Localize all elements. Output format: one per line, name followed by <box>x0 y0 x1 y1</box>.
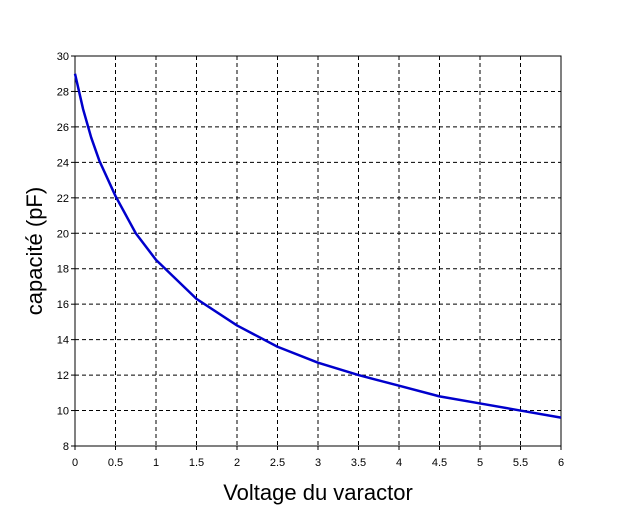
y-tick-label: 20 <box>57 228 69 240</box>
x-tick-label: 1.5 <box>189 457 204 469</box>
x-tick-label: 5.5 <box>513 457 528 469</box>
y-tick-label: 24 <box>57 157 69 169</box>
y-tick-label: 30 <box>57 51 69 63</box>
x-tick-label: 6 <box>558 457 564 469</box>
x-tick-label: 2.5 <box>270 457 285 469</box>
y-tick-label: 16 <box>57 299 69 311</box>
x-tick-label: 4.5 <box>432 457 447 469</box>
y-tick-label: 18 <box>57 264 69 276</box>
x-tick-label: 0.5 <box>108 457 123 469</box>
x-axis-label: Voltage du varactor <box>223 480 413 505</box>
y-tick-label: 26 <box>57 122 69 134</box>
y-tick-label: 12 <box>57 370 69 382</box>
y-tick-label: 8 <box>63 441 69 453</box>
x-tick-label: 3 <box>315 457 321 469</box>
y-axis-label: capacité (pF) <box>22 187 47 315</box>
x-tick-label: 4 <box>396 457 402 469</box>
y-tick-label: 22 <box>57 193 69 205</box>
x-tick-label: 2 <box>234 457 240 469</box>
x-tick-label: 1 <box>153 457 159 469</box>
plot-frame <box>74 55 562 447</box>
y-tick-label: 14 <box>57 335 69 347</box>
y-tick-label: 10 <box>57 406 69 418</box>
data-line <box>73 73 562 419</box>
y-tick-label: 28 <box>57 86 69 98</box>
x-tick-label: 3.5 <box>351 457 366 469</box>
x-tick-label: 5 <box>477 457 483 469</box>
x-tick-label: 0 <box>72 457 78 469</box>
